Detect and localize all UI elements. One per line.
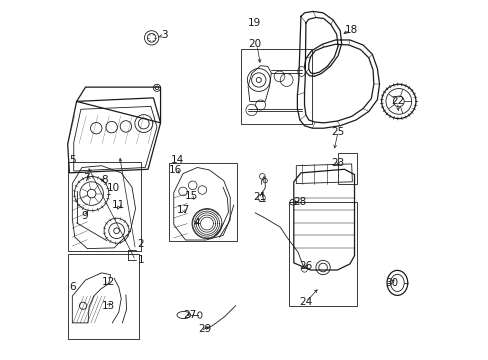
- Text: 23: 23: [331, 158, 344, 168]
- Text: 3: 3: [161, 30, 167, 40]
- Text: 24: 24: [299, 297, 312, 307]
- Text: 5: 5: [69, 156, 76, 165]
- Text: 11: 11: [112, 200, 125, 210]
- Text: 20: 20: [248, 39, 261, 49]
- Text: 22: 22: [390, 96, 403, 107]
- Text: 2: 2: [137, 239, 144, 249]
- Text: 4: 4: [193, 218, 199, 228]
- Text: 27: 27: [183, 310, 197, 320]
- Text: 14: 14: [170, 156, 183, 165]
- Text: 6: 6: [69, 282, 76, 292]
- Text: 1: 1: [137, 255, 144, 265]
- Text: 29: 29: [198, 324, 211, 334]
- Text: 15: 15: [184, 191, 198, 201]
- Text: 7: 7: [83, 173, 90, 183]
- Text: 16: 16: [169, 165, 182, 175]
- Text: 9: 9: [81, 211, 88, 221]
- Text: 10: 10: [106, 183, 120, 193]
- Text: 18: 18: [344, 25, 357, 35]
- Text: 21: 21: [252, 192, 265, 202]
- Text: 13: 13: [101, 301, 114, 311]
- Text: 17: 17: [177, 205, 190, 215]
- Text: 12: 12: [101, 277, 114, 287]
- Text: 8: 8: [101, 175, 107, 185]
- Text: 19: 19: [247, 18, 261, 28]
- Text: 28: 28: [293, 197, 306, 207]
- Text: 25: 25: [331, 127, 344, 137]
- Text: 30: 30: [385, 278, 397, 288]
- Text: 26: 26: [299, 261, 312, 271]
